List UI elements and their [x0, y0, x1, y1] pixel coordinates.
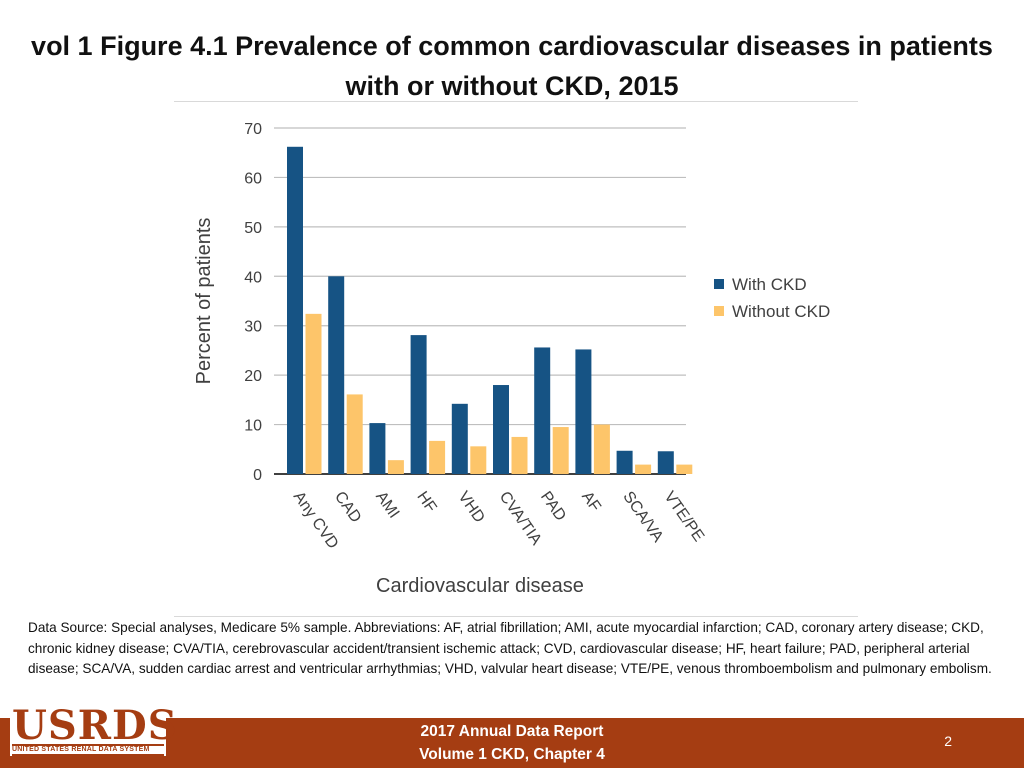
x-tick-label: VHD	[455, 489, 488, 526]
bar-without-ckd	[635, 464, 652, 474]
x-tick-label: AMI	[372, 489, 402, 522]
x-tick-label: CAD	[331, 489, 364, 526]
footer-volume: Volume 1 CKD, Chapter 4	[419, 746, 605, 763]
y-tick-label: 60	[244, 170, 262, 187]
legend-swatch-without-ckd	[714, 306, 724, 316]
x-tick-label: AF	[578, 489, 604, 516]
bar-without-ckd	[552, 427, 569, 474]
usrds-logo: USRDS UNITED STATES RENAL DATA SYSTEM	[10, 702, 177, 756]
bar-with-ckd	[369, 423, 386, 474]
bar-with-ckd	[657, 451, 674, 474]
y-tick-label: 0	[253, 467, 262, 484]
bar-without-ckd	[593, 424, 610, 474]
bar-without-ckd	[305, 313, 322, 474]
x-tick-label: PAD	[537, 489, 569, 525]
logo-rule-bottom	[12, 754, 164, 756]
bar-without-ckd	[470, 446, 487, 474]
slide-title: vol 1 Figure 4.1 Prevalence of common ca…	[31, 31, 993, 101]
page-number: 2	[944, 733, 952, 749]
bar-with-ckd	[328, 276, 345, 474]
data-source-note: Data Source: Special analyses, Medicare …	[28, 620, 992, 676]
bar-with-ckd	[451, 403, 468, 474]
y-tick-label: 50	[244, 220, 262, 237]
bar-without-ckd	[429, 440, 446, 474]
bar-without-ckd	[676, 464, 693, 474]
x-tick-label: SCA/VA	[619, 489, 666, 546]
footer-text: 2017 Annual Data Report Volume 1 CKD, Ch…	[362, 720, 662, 766]
x-tick-label: VTE/PE	[661, 489, 708, 545]
bar-without-ckd	[346, 394, 363, 474]
legend-label-with-ckd: With CKD	[732, 275, 807, 294]
footer-report-title: 2017 Annual Data Report	[420, 723, 604, 740]
y-tick-label: 30	[244, 319, 262, 336]
x-tick-label: HF	[413, 489, 439, 516]
bar-with-ckd	[287, 146, 303, 475]
bar-with-ckd	[410, 335, 427, 474]
bar-without-ckd	[511, 436, 528, 474]
x-axis-title: Cardiovascular disease	[376, 575, 584, 597]
bar-without-ckd	[387, 460, 404, 474]
footer-bar: 2017 Annual Data Report Volume 1 CKD, Ch…	[0, 718, 1024, 768]
bar-with-ckd	[534, 347, 551, 474]
legend-swatch-with-ckd	[714, 279, 724, 289]
bar-with-ckd	[575, 349, 592, 474]
y-tick-label: 10	[244, 418, 262, 435]
chart-container: 0 10 20 30 40 50 60 70 Any CVD CAD AMI HF VHD CVA/TIA…	[174, 101, 858, 617]
legend-label-without-ckd: Without CKD	[732, 302, 830, 321]
logo-wordmark: USRDS	[12, 702, 178, 749]
y-tick-label: 70	[244, 121, 262, 138]
bar-with-ckd	[616, 450, 633, 474]
logo-subtext: UNITED STATES RENAL DATA SYSTEM	[12, 746, 150, 753]
y-tick-label: 20	[244, 368, 262, 385]
bar-with-ckd	[493, 385, 509, 474]
y-tick-label: 40	[244, 269, 262, 286]
y-axis-title: Percent of patients	[193, 218, 215, 385]
logo-rule-top	[12, 744, 164, 746]
